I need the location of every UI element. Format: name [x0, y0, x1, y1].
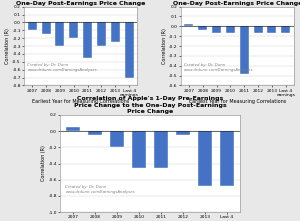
Bar	[254, 26, 262, 33]
Bar	[198, 131, 212, 186]
Bar	[97, 22, 106, 46]
X-axis label: Earliest Year for Measuring Correlations: Earliest Year for Measuring Correlations	[32, 99, 129, 104]
Bar	[56, 22, 64, 46]
Title: Correlation of Apple's 1-Day Pre-Earnings
Price Change to the One-Day Post-Earni: Correlation of Apple's 1-Day Pre-Earning…	[74, 96, 226, 114]
Y-axis label: Correlation (R): Correlation (R)	[5, 28, 10, 64]
Bar	[124, 22, 134, 78]
Title: Correlation of Apple's 7-Day Average
Daily Pre-Earnings Price Change to the
One-: Correlation of Apple's 7-Day Average Dai…	[169, 0, 300, 6]
Bar	[28, 22, 37, 30]
Bar	[69, 22, 78, 38]
Bar	[226, 26, 235, 33]
Y-axis label: Correlation (R): Correlation (R)	[162, 28, 167, 64]
Bar	[220, 131, 234, 186]
Text: Created by: Dr. Dunn
www.drdunn.com/EarningsAnalyses: Created by: Dr. Dunn www.drdunn.com/Earn…	[184, 63, 254, 72]
Text: Created by: Dr. Dunn
www.drdunn.com/EarningsAnalyses: Created by: Dr. Dunn www.drdunn.com/Earn…	[27, 63, 97, 72]
Bar	[66, 127, 80, 131]
Bar	[212, 26, 221, 33]
Title: Correlation of Apple's 14-Day Average
Daily Pre-Earnings Price Change to the
One: Correlation of Apple's 14-Day Average Da…	[12, 0, 149, 6]
Bar	[198, 26, 207, 30]
Bar	[176, 131, 190, 135]
X-axis label: Earliest Year for Measuring Correlations: Earliest Year for Measuring Correlations	[189, 99, 286, 104]
Bar	[240, 26, 249, 74]
Bar	[110, 131, 124, 147]
Bar	[111, 22, 120, 42]
Bar	[132, 131, 146, 168]
Bar	[83, 22, 92, 58]
Y-axis label: Correlation (R): Correlation (R)	[41, 146, 46, 181]
Bar	[88, 131, 102, 135]
Bar	[42, 22, 51, 34]
Bar	[267, 26, 276, 33]
Text: Created by: Dr. Dunn
www.drdunn.com/EarningsAnalyses: Created by: Dr. Dunn www.drdunn.com/Earn…	[65, 185, 135, 194]
Bar	[184, 24, 194, 26]
Bar	[154, 131, 168, 168]
Bar	[281, 26, 290, 33]
